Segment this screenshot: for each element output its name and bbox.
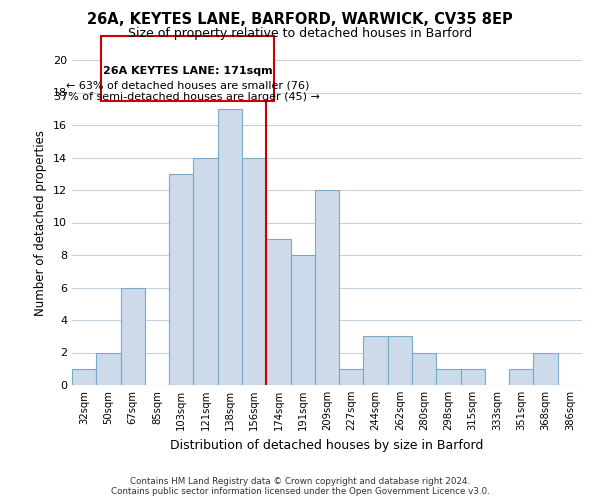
Bar [364,336,388,385]
Text: 26A KEYTES LANE: 171sqm: 26A KEYTES LANE: 171sqm [103,66,272,76]
Bar [169,174,193,385]
FancyBboxPatch shape [101,36,274,100]
Bar [412,352,436,385]
Bar [96,352,121,385]
Text: Size of property relative to detached houses in Barford: Size of property relative to detached ho… [128,28,472,40]
Text: 26A, KEYTES LANE, BARFORD, WARWICK, CV35 8EP: 26A, KEYTES LANE, BARFORD, WARWICK, CV35… [87,12,513,28]
Bar [388,336,412,385]
Bar [290,255,315,385]
Text: Contains HM Land Registry data © Crown copyright and database right 2024.
Contai: Contains HM Land Registry data © Crown c… [110,476,490,496]
Bar [72,369,96,385]
Bar [266,239,290,385]
Bar [218,109,242,385]
Y-axis label: Number of detached properties: Number of detached properties [34,130,47,316]
Bar [509,369,533,385]
Bar [193,158,218,385]
Bar [315,190,339,385]
Bar [461,369,485,385]
Text: 37% of semi-detached houses are larger (45) →: 37% of semi-detached houses are larger (… [55,92,320,102]
Bar [121,288,145,385]
Bar [242,158,266,385]
Text: ← 63% of detached houses are smaller (76): ← 63% of detached houses are smaller (76… [65,81,309,91]
Bar [339,369,364,385]
Bar [533,352,558,385]
Bar [436,369,461,385]
X-axis label: Distribution of detached houses by size in Barford: Distribution of detached houses by size … [170,438,484,452]
